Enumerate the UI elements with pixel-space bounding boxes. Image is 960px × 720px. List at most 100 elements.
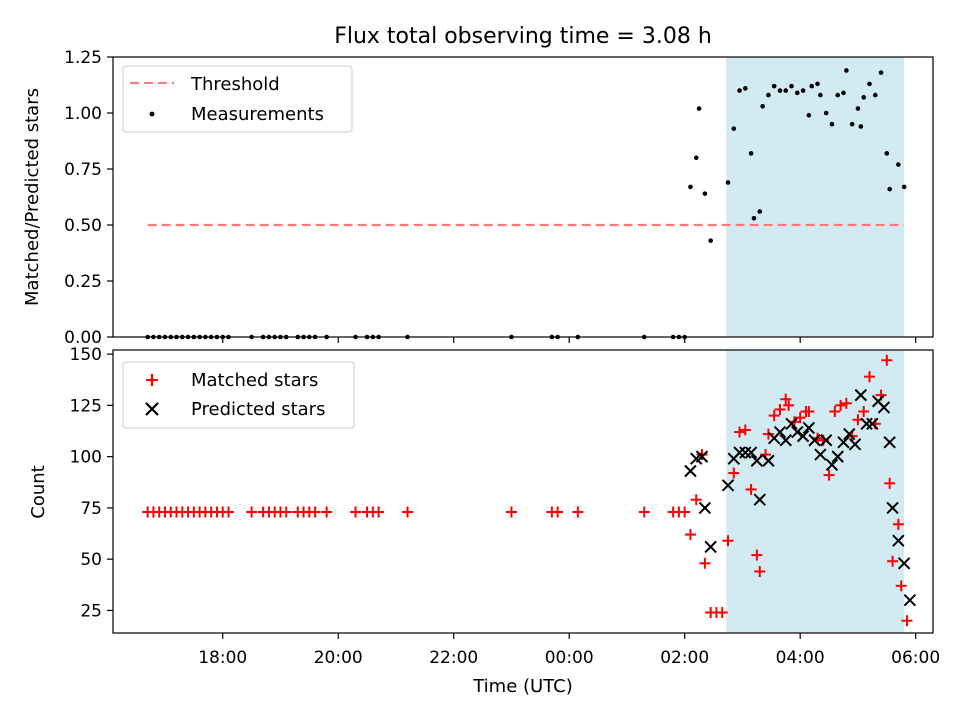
matched-star-point (823, 469, 835, 481)
predicted-star-point (837, 436, 850, 449)
measurement-point (737, 88, 742, 93)
predicted-star-point (886, 501, 899, 515)
x-tick-label: 20:00 (314, 648, 363, 668)
matched-star-point (780, 393, 792, 405)
legend-measurements-swatch (149, 111, 155, 117)
measurement-point (858, 124, 864, 129)
top-y-tick-label: 0.00 (64, 328, 102, 348)
matched-star-point (884, 477, 896, 489)
measurement-point (901, 184, 907, 190)
x-tick-label: 22:00 (429, 648, 478, 668)
predicted-star-point (762, 454, 775, 467)
matched-star-point (751, 549, 763, 561)
bottom-axes-frame (112, 349, 934, 634)
matched-star-point (684, 529, 696, 541)
predicted-star-point (843, 427, 856, 441)
measurement-point (702, 191, 708, 196)
measurement-point (878, 70, 884, 75)
bottom-y-tick-label: 150 (70, 345, 102, 365)
matched-star-point (350, 506, 362, 518)
matched-star-point (835, 399, 847, 411)
predicted-star-point (825, 458, 839, 472)
measurement-point (757, 209, 763, 214)
matched-star-point (858, 406, 870, 418)
measurement-point (844, 68, 849, 73)
x-tick-label: 06:00 (891, 648, 940, 668)
measurement-point (725, 180, 731, 185)
matched-star-point (722, 535, 734, 547)
bottom-legend-box (122, 361, 355, 429)
matched-star-point (762, 428, 774, 440)
bottom-y-tick-label: 75 (80, 499, 102, 519)
measurement-point (872, 92, 878, 98)
measurement-point (855, 106, 861, 111)
matched-star-point (768, 410, 780, 422)
bottom-axis-layer: 25 50 75 100 125 150 18:00 20:00 22:00 00:00 02:00… (70, 345, 941, 668)
matched-star-point (716, 606, 728, 618)
bottom-y-tick-label: 100 (70, 448, 102, 468)
top-legend-box (122, 65, 353, 133)
predicted-star-point (854, 388, 868, 402)
measurement-point (731, 126, 737, 131)
predicted-star-point (877, 401, 891, 414)
matched-star-point (321, 506, 333, 518)
measurement-point (896, 162, 901, 167)
bottom-plot-layer (142, 354, 917, 627)
predicted-star-point (779, 434, 792, 447)
legend-threshold-label: Threshold (190, 74, 280, 95)
top-axis-layer: 0.00 0.25 0.50 0.75 1.00 1.25 (64, 48, 917, 348)
legend-measurements-label: Measurements (191, 104, 324, 125)
legend-matched-label: Matched stars (191, 370, 318, 391)
bottom-y-axis-label: Count (28, 465, 49, 518)
predicted-star-point (883, 436, 896, 449)
measurement-point (771, 83, 777, 89)
predicted-star-point (892, 534, 905, 547)
measurement-point (800, 88, 806, 93)
top-y-tick-label: 1.00 (64, 104, 102, 124)
bottom-legend: Matched stars Predicted stars (122, 361, 355, 429)
predicted-star-point (753, 493, 766, 506)
measurement-point (841, 90, 846, 96)
top-y-axis-label: Matched/Predicted stars (22, 88, 43, 306)
matched-star-point (803, 406, 815, 418)
top-panel: 0.00 0.25 0.50 0.75 1.00 1.25 Matched/Predict… (22, 48, 934, 348)
matched-star-point (222, 506, 234, 518)
predicted-star-point (721, 479, 735, 492)
predicted-star-point (897, 557, 911, 570)
predicted-star-point (750, 454, 764, 467)
matched-star-point (552, 506, 564, 518)
matched-star-point (373, 506, 385, 518)
measurement-point (708, 238, 713, 243)
predicted-star-point (796, 429, 810, 443)
predicted-star-point (791, 425, 804, 439)
measurement-point (884, 151, 890, 156)
top-y-tick-label: 1.25 (64, 48, 102, 68)
matched-star-point (280, 506, 292, 518)
matched-star-point (572, 506, 584, 518)
top-legend: Threshold Measurements (122, 65, 353, 133)
measurement-point (766, 92, 771, 98)
measurement-point (815, 81, 820, 87)
measurement-point (696, 106, 702, 111)
legend-predicted-swatch (145, 402, 159, 416)
matched-star-point (728, 467, 740, 479)
matched-star-point (690, 494, 702, 506)
matched-star-point (696, 449, 708, 461)
predicted-star-point (739, 446, 752, 459)
bottom-shaded-region-layer (726, 350, 905, 633)
measurement-point (760, 103, 765, 109)
matched-star-point (901, 615, 913, 627)
matched-star-point (887, 555, 899, 567)
matched-star-point (699, 557, 711, 569)
predicted-star-point (848, 438, 862, 451)
matched-star-point (739, 424, 751, 436)
measurement-point (823, 110, 829, 116)
matched-star-point (754, 565, 766, 577)
bottom-panel: 25 50 75 100 125 150 18:00 20:00 22:00 00:00 02:00… (28, 345, 940, 697)
predicted-star-point (698, 501, 712, 515)
measurement-point (867, 81, 872, 87)
measurement-point (806, 112, 812, 118)
top-observing-window-shade (726, 57, 905, 337)
matched-star-point (774, 403, 786, 415)
